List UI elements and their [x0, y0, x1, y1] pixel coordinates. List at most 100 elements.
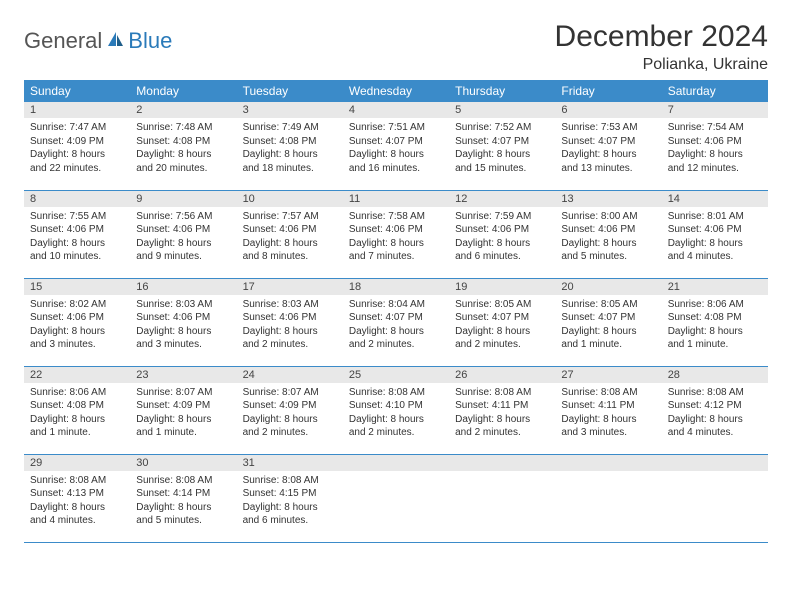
day-number: [449, 455, 555, 471]
day-number: 28: [662, 367, 768, 383]
calendar: Sunday Monday Tuesday Wednesday Thursday…: [24, 80, 768, 543]
calendar-week: 15Sunrise: 8:02 AMSunset: 4:06 PMDayligh…: [24, 278, 768, 366]
day-content: Sunrise: 8:02 AMSunset: 4:06 PMDaylight:…: [24, 295, 130, 356]
day-number: 24: [237, 367, 343, 383]
logo-text-blue: Blue: [128, 28, 172, 54]
sunset-text: Sunset: 4:07 PM: [455, 311, 549, 325]
sunset-text: Sunset: 4:06 PM: [668, 135, 762, 149]
daylight-text: Daylight: 8 hours and 2 minutes.: [349, 325, 443, 352]
sunrise-text: Sunrise: 7:54 AM: [668, 121, 762, 135]
day-number: 11: [343, 191, 449, 207]
daylight-text: Daylight: 8 hours and 1 minute.: [30, 413, 124, 440]
sunrise-text: Sunrise: 8:05 AM: [561, 298, 655, 312]
day-number: 8: [24, 191, 130, 207]
calendar-day: 19Sunrise: 8:05 AMSunset: 4:07 PMDayligh…: [449, 278, 555, 366]
sunrise-text: Sunrise: 7:55 AM: [30, 210, 124, 224]
weekday-friday: Friday: [555, 80, 661, 102]
calendar-day: 12Sunrise: 7:59 AMSunset: 4:06 PMDayligh…: [449, 190, 555, 278]
daylight-text: Daylight: 8 hours and 10 minutes.: [30, 237, 124, 264]
day-content: Sunrise: 7:59 AMSunset: 4:06 PMDaylight:…: [449, 207, 555, 268]
daylight-text: Daylight: 8 hours and 6 minutes.: [455, 237, 549, 264]
day-number: 18: [343, 279, 449, 295]
weekday-thursday: Thursday: [449, 80, 555, 102]
daylight-text: Daylight: 8 hours and 22 minutes.: [30, 148, 124, 175]
day-number: 2: [130, 102, 236, 118]
day-content: Sunrise: 7:47 AMSunset: 4:09 PMDaylight:…: [24, 118, 130, 179]
calendar-day: [555, 454, 661, 542]
day-content: Sunrise: 7:53 AMSunset: 4:07 PMDaylight:…: [555, 118, 661, 179]
daylight-text: Daylight: 8 hours and 2 minutes.: [455, 325, 549, 352]
day-number: [555, 455, 661, 471]
sunrise-text: Sunrise: 7:56 AM: [136, 210, 230, 224]
daylight-text: Daylight: 8 hours and 2 minutes.: [243, 325, 337, 352]
day-content: Sunrise: 8:06 AMSunset: 4:08 PMDaylight:…: [24, 383, 130, 444]
calendar-day: 28Sunrise: 8:08 AMSunset: 4:12 PMDayligh…: [662, 366, 768, 454]
sunset-text: Sunset: 4:06 PM: [243, 311, 337, 325]
day-number: 14: [662, 191, 768, 207]
sunrise-text: Sunrise: 8:03 AM: [136, 298, 230, 312]
sunrise-text: Sunrise: 8:07 AM: [243, 386, 337, 400]
day-number: 5: [449, 102, 555, 118]
daylight-text: Daylight: 8 hours and 5 minutes.: [561, 237, 655, 264]
calendar-day: 22Sunrise: 8:06 AMSunset: 4:08 PMDayligh…: [24, 366, 130, 454]
calendar-day: 25Sunrise: 8:08 AMSunset: 4:10 PMDayligh…: [343, 366, 449, 454]
sunset-text: Sunset: 4:07 PM: [349, 311, 443, 325]
day-content: [449, 471, 555, 531]
day-number: 30: [130, 455, 236, 471]
calendar-day: 20Sunrise: 8:05 AMSunset: 4:07 PMDayligh…: [555, 278, 661, 366]
calendar-day: 23 Sunrise: 8:07 AMSunset: 4:09 PMDayligh…: [130, 366, 236, 454]
sunset-text: Sunset: 4:06 PM: [668, 223, 762, 237]
calendar-header-row: Sunday Monday Tuesday Wednesday Thursday…: [24, 80, 768, 102]
calendar-day: 21Sunrise: 8:06 AMSunset: 4:08 PMDayligh…: [662, 278, 768, 366]
day-number: 23: [130, 367, 236, 383]
day-content: Sunrise: 8:08 AMSunset: 4:11 PMDaylight:…: [449, 383, 555, 444]
day-content: Sunrise: 7:51 AMSunset: 4:07 PMDaylight:…: [343, 118, 449, 179]
daylight-text: Daylight: 8 hours and 8 minutes.: [243, 237, 337, 264]
sunset-text: Sunset: 4:06 PM: [136, 311, 230, 325]
daylight-text: Daylight: 8 hours and 1 minute.: [561, 325, 655, 352]
day-content: Sunrise: 8:03 AMSunset: 4:06 PMDaylight:…: [237, 295, 343, 356]
daylight-text: Daylight: 8 hours and 1 minute.: [136, 413, 230, 440]
sunset-text: Sunset: 4:08 PM: [30, 399, 124, 413]
sunset-text: Sunset: 4:06 PM: [136, 223, 230, 237]
day-content: Sunrise: 7:49 AMSunset: 4:08 PMDaylight:…: [237, 118, 343, 179]
day-content: Sunrise: 8:01 AMSunset: 4:06 PMDaylight:…: [662, 207, 768, 268]
day-number: 15: [24, 279, 130, 295]
calendar-day: 7Sunrise: 7:54 AMSunset: 4:06 PMDaylight…: [662, 102, 768, 190]
daylight-text: Daylight: 8 hours and 13 minutes.: [561, 148, 655, 175]
month-title: December 2024: [555, 20, 768, 54]
sunset-text: Sunset: 4:09 PM: [30, 135, 124, 149]
sunset-text: Sunset: 4:07 PM: [561, 311, 655, 325]
day-number: [343, 455, 449, 471]
sunrise-text: Sunrise: 8:08 AM: [668, 386, 762, 400]
sunrise-text: Sunrise: 7:53 AM: [561, 121, 655, 135]
calendar-week: 1Sunrise: 7:47 AMSunset: 4:09 PMDaylight…: [24, 102, 768, 190]
daylight-text: Daylight: 8 hours and 5 minutes.: [136, 501, 230, 528]
sunrise-text: Sunrise: 8:07 AM: [136, 386, 230, 400]
calendar-day: 16Sunrise: 8:03 AMSunset: 4:06 PMDayligh…: [130, 278, 236, 366]
calendar-day: 31Sunrise: 8:08 AMSunset: 4:15 PMDayligh…: [237, 454, 343, 542]
sunrise-text: Sunrise: 7:48 AM: [136, 121, 230, 135]
daylight-text: Daylight: 8 hours and 2 minutes.: [243, 413, 337, 440]
daylight-text: Daylight: 8 hours and 15 minutes.: [455, 148, 549, 175]
day-number: 16: [130, 279, 236, 295]
day-content: Sunrise: 8:08 AMSunset: 4:15 PMDaylight:…: [237, 471, 343, 532]
day-number: 3: [237, 102, 343, 118]
daylight-text: Daylight: 8 hours and 16 minutes.: [349, 148, 443, 175]
sunrise-text: Sunrise: 8:08 AM: [455, 386, 549, 400]
sunset-text: Sunset: 4:06 PM: [455, 223, 549, 237]
weekday-monday: Monday: [130, 80, 236, 102]
sunrise-text: Sunrise: 7:59 AM: [455, 210, 549, 224]
calendar-day: 27Sunrise: 8:08 AMSunset: 4:11 PMDayligh…: [555, 366, 661, 454]
day-number: 31: [237, 455, 343, 471]
daylight-text: Daylight: 8 hours and 4 minutes.: [668, 413, 762, 440]
sunrise-text: Sunrise: 8:05 AM: [455, 298, 549, 312]
sunrise-text: Sunrise: 7:58 AM: [349, 210, 443, 224]
sunset-text: Sunset: 4:09 PM: [136, 399, 230, 413]
calendar-day: 4Sunrise: 7:51 AMSunset: 4:07 PMDaylight…: [343, 102, 449, 190]
sunrise-text: Sunrise: 7:57 AM: [243, 210, 337, 224]
day-number: 27: [555, 367, 661, 383]
calendar-day: 8Sunrise: 7:55 AMSunset: 4:06 PMDaylight…: [24, 190, 130, 278]
logo-text-general: General: [24, 28, 102, 54]
sunrise-text: Sunrise: 8:06 AM: [668, 298, 762, 312]
